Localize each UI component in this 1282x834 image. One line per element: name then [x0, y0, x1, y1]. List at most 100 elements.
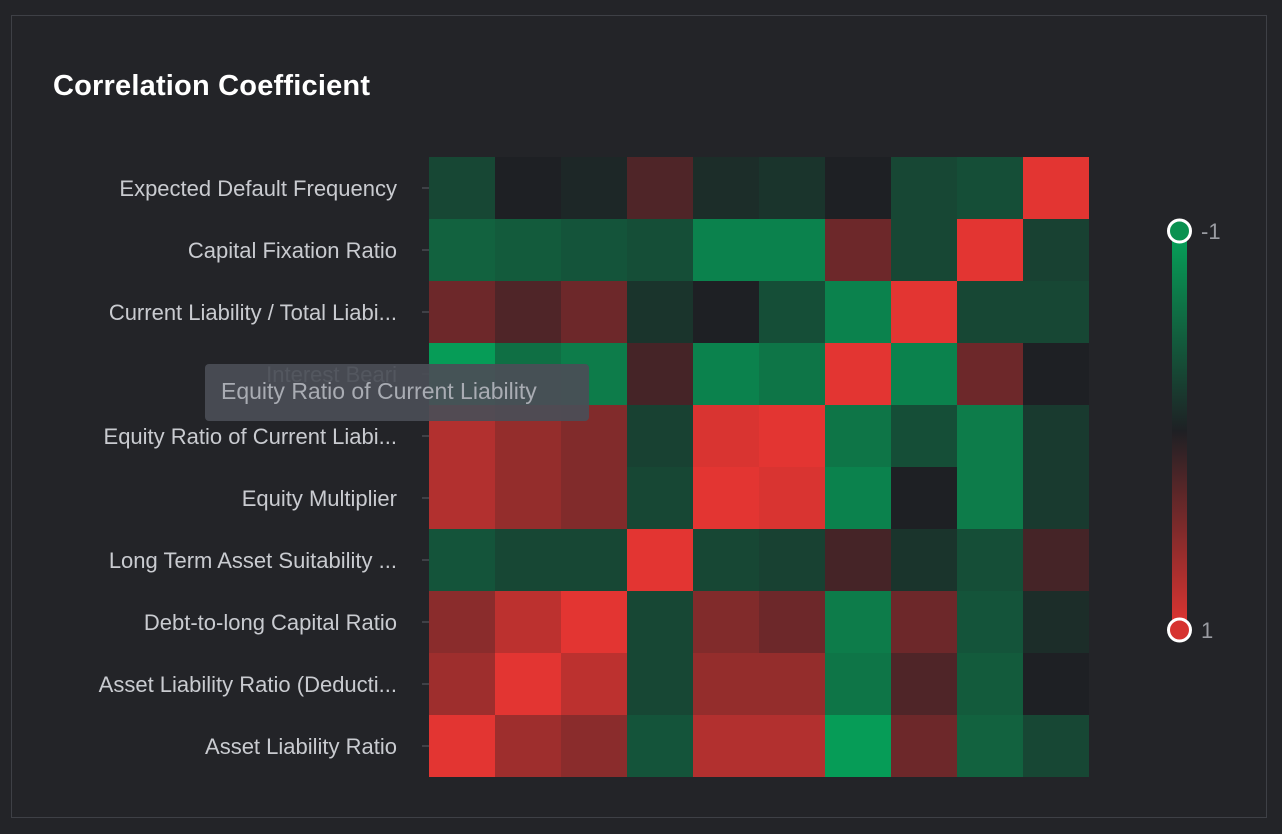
heatmap-cell[interactable]: [891, 157, 957, 219]
heatmap-cell[interactable]: [495, 219, 561, 281]
heatmap-cell[interactable]: [561, 529, 627, 591]
heatmap-cell[interactable]: [495, 591, 561, 653]
heatmap-cell[interactable]: [759, 653, 825, 715]
heatmap-cell[interactable]: [429, 157, 495, 219]
heatmap-cell[interactable]: [891, 343, 957, 405]
heatmap-cell[interactable]: [561, 281, 627, 343]
heatmap-cell[interactable]: [495, 467, 561, 529]
heatmap-cell[interactable]: [495, 281, 561, 343]
heatmap-cell[interactable]: [957, 467, 1023, 529]
heatmap-cell[interactable]: [891, 591, 957, 653]
heatmap-cell[interactable]: [693, 281, 759, 343]
heatmap-cell[interactable]: [759, 529, 825, 591]
heatmap-cell[interactable]: [1023, 281, 1089, 343]
heatmap-cell[interactable]: [1023, 591, 1089, 653]
heatmap-cell[interactable]: [825, 653, 891, 715]
heatmap-cell[interactable]: [957, 219, 1023, 281]
heatmap-cell[interactable]: [759, 281, 825, 343]
heatmap-cell[interactable]: [429, 467, 495, 529]
heatmap-cell[interactable]: [891, 715, 957, 777]
heatmap-cell[interactable]: [561, 591, 627, 653]
heatmap-cell[interactable]: [759, 715, 825, 777]
heatmap-cell[interactable]: [627, 467, 693, 529]
heatmap-cell[interactable]: [627, 529, 693, 591]
heatmap-cell[interactable]: [825, 467, 891, 529]
visual-map-handle-min[interactable]: [1167, 218, 1192, 244]
heatmap-cell[interactable]: [627, 219, 693, 281]
heatmap-cell[interactable]: [1023, 467, 1089, 529]
heatmap-cell[interactable]: [1023, 529, 1089, 591]
heatmap-cell[interactable]: [759, 467, 825, 529]
heatmap-cell[interactable]: [693, 653, 759, 715]
chart-title: Correlation Coefficient: [53, 70, 371, 102]
heatmap-cell[interactable]: [693, 529, 759, 591]
heatmap-cell[interactable]: [627, 157, 693, 219]
heatmap-cell[interactable]: [627, 281, 693, 343]
heatmap-cell[interactable]: [495, 653, 561, 715]
heatmap-cell[interactable]: [825, 529, 891, 591]
heatmap-cell[interactable]: [957, 343, 1023, 405]
heatmap-cell[interactable]: [957, 157, 1023, 219]
heatmap-cell[interactable]: [957, 529, 1023, 591]
heatmap-cell[interactable]: [693, 467, 759, 529]
heatmap-cell[interactable]: [561, 157, 627, 219]
heatmap-cell[interactable]: [627, 591, 693, 653]
heatmap-cell[interactable]: [891, 219, 957, 281]
heatmap-cell[interactable]: [429, 219, 495, 281]
visual-map[interactable]: -1 1: [1167, 218, 1221, 643]
tooltip: Equity Ratio of Current Liability: [205, 364, 589, 421]
heatmap-cell[interactable]: [561, 219, 627, 281]
heatmap-cell[interactable]: [825, 591, 891, 653]
heatmap-cell[interactable]: [759, 405, 825, 467]
heatmap-cell[interactable]: [693, 715, 759, 777]
heatmap-cell[interactable]: [891, 405, 957, 467]
heatmap-cell[interactable]: [1023, 405, 1089, 467]
heatmap-cell[interactable]: [825, 715, 891, 777]
heatmap-cell[interactable]: [693, 219, 759, 281]
heatmap-cell[interactable]: [957, 653, 1023, 715]
heatmap-cell[interactable]: [1023, 157, 1089, 219]
heatmap-cell[interactable]: [759, 343, 825, 405]
heatmap-cell[interactable]: [825, 157, 891, 219]
heatmap-cell[interactable]: [627, 343, 693, 405]
heatmap-cell[interactable]: [825, 405, 891, 467]
heatmap-cell[interactable]: [825, 219, 891, 281]
heatmap-cell[interactable]: [627, 653, 693, 715]
heatmap-cell[interactable]: [627, 405, 693, 467]
heatmap-cell[interactable]: [759, 157, 825, 219]
heatmap-cell[interactable]: [693, 157, 759, 219]
heatmap-cell[interactable]: [957, 281, 1023, 343]
heatmap-cell[interactable]: [759, 591, 825, 653]
heatmap-cell[interactable]: [429, 591, 495, 653]
heatmap-cell[interactable]: [693, 405, 759, 467]
heatmap-cell[interactable]: [891, 467, 957, 529]
heatmap-cell[interactable]: [495, 157, 561, 219]
heatmap-cell[interactable]: [891, 653, 957, 715]
heatmap-cell[interactable]: [957, 405, 1023, 467]
heatmap-cell[interactable]: [429, 529, 495, 591]
heatmap-cell[interactable]: [627, 715, 693, 777]
heatmap-cell[interactable]: [561, 653, 627, 715]
heatmap-cell[interactable]: [825, 343, 891, 405]
heatmap-cell[interactable]: [891, 281, 957, 343]
heatmap-cell[interactable]: [693, 591, 759, 653]
heatmap-cell[interactable]: [693, 343, 759, 405]
heatmap-cell[interactable]: [1023, 343, 1089, 405]
heatmap-cell[interactable]: [495, 715, 561, 777]
heatmap-cell[interactable]: [495, 529, 561, 591]
heatmap-cell[interactable]: [825, 281, 891, 343]
heatmap-cell[interactable]: [561, 715, 627, 777]
heatmap-cell[interactable]: [1023, 219, 1089, 281]
heatmap-cell[interactable]: [561, 467, 627, 529]
visual-map-handle-max[interactable]: [1167, 617, 1192, 643]
heatmap-cell[interactable]: [429, 281, 495, 343]
heatmap-cell[interactable]: [429, 653, 495, 715]
heatmap-cell[interactable]: [429, 715, 495, 777]
heatmap-cell[interactable]: [957, 715, 1023, 777]
heatmap-cell[interactable]: [1023, 715, 1089, 777]
heatmap-cell[interactable]: [759, 219, 825, 281]
heatmap-cell[interactable]: [891, 529, 957, 591]
heatmap-cell[interactable]: [957, 591, 1023, 653]
heatmap-cell[interactable]: [1023, 653, 1089, 715]
